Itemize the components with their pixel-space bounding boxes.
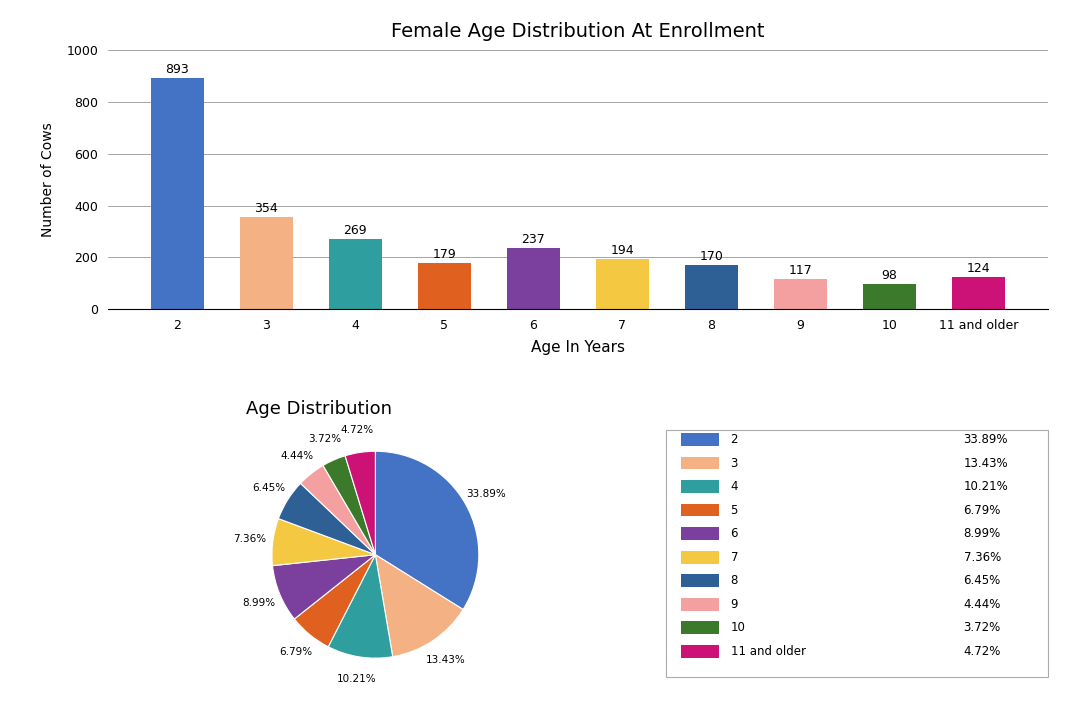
Text: 117: 117: [788, 264, 812, 276]
Text: 6: 6: [730, 527, 738, 540]
Wedge shape: [272, 554, 376, 619]
X-axis label: Age In Years: Age In Years: [530, 340, 625, 355]
Text: 13.43%: 13.43%: [426, 654, 465, 665]
Text: 4: 4: [730, 480, 738, 493]
Bar: [418, 263, 471, 309]
Text: 4.72%: 4.72%: [963, 644, 1001, 657]
Wedge shape: [323, 456, 376, 554]
Text: 170: 170: [700, 250, 724, 263]
Bar: [863, 284, 916, 309]
Text: 8: 8: [730, 574, 738, 587]
Wedge shape: [376, 554, 463, 657]
Text: 3.72%: 3.72%: [308, 434, 341, 444]
Text: 9: 9: [730, 598, 738, 611]
Text: 10: 10: [730, 621, 745, 634]
Text: 98: 98: [881, 269, 897, 282]
Text: 10.21%: 10.21%: [963, 480, 1009, 493]
FancyBboxPatch shape: [680, 527, 719, 540]
Text: 4.44%: 4.44%: [281, 451, 313, 461]
Bar: [151, 78, 204, 309]
Wedge shape: [295, 554, 376, 647]
Text: 6.45%: 6.45%: [963, 574, 1001, 587]
Text: 6.79%: 6.79%: [963, 503, 1001, 516]
Text: 179: 179: [432, 248, 456, 261]
FancyBboxPatch shape: [680, 551, 719, 564]
Text: 8.99%: 8.99%: [242, 598, 275, 608]
FancyBboxPatch shape: [680, 621, 719, 634]
Text: 893: 893: [165, 63, 189, 76]
Text: 354: 354: [255, 202, 279, 215]
Text: 13.43%: 13.43%: [963, 456, 1009, 469]
Bar: [240, 217, 293, 309]
Text: 3: 3: [730, 456, 738, 469]
Wedge shape: [272, 518, 376, 566]
Y-axis label: Number of Cows: Number of Cows: [41, 122, 55, 237]
Text: 5: 5: [730, 503, 738, 516]
Text: 7.36%: 7.36%: [963, 551, 1001, 564]
Bar: [328, 240, 382, 309]
FancyBboxPatch shape: [680, 480, 719, 493]
Bar: [773, 279, 827, 309]
Wedge shape: [346, 451, 376, 554]
Text: 194: 194: [610, 244, 634, 257]
Text: Age Distribution: Age Distribution: [246, 400, 392, 418]
Text: 8.99%: 8.99%: [963, 527, 1001, 540]
FancyBboxPatch shape: [680, 598, 719, 611]
Text: 2: 2: [730, 433, 738, 446]
Text: 269: 269: [343, 225, 367, 238]
FancyBboxPatch shape: [680, 503, 719, 516]
Text: 11 and older: 11 and older: [730, 644, 806, 657]
Wedge shape: [328, 554, 393, 658]
FancyBboxPatch shape: [680, 574, 719, 587]
Bar: [507, 248, 561, 309]
Text: 4.44%: 4.44%: [963, 598, 1001, 611]
FancyBboxPatch shape: [680, 644, 719, 657]
Bar: [951, 277, 1004, 309]
Bar: [595, 259, 649, 309]
Text: 237: 237: [522, 233, 545, 246]
Wedge shape: [376, 451, 478, 610]
Text: 6.79%: 6.79%: [279, 647, 312, 657]
Text: 33.89%: 33.89%: [963, 433, 1008, 446]
Wedge shape: [279, 483, 376, 554]
FancyBboxPatch shape: [680, 433, 719, 446]
Text: 10.21%: 10.21%: [336, 675, 376, 685]
Text: 7: 7: [730, 551, 738, 564]
FancyBboxPatch shape: [680, 456, 719, 469]
Wedge shape: [300, 465, 376, 554]
Text: 3.72%: 3.72%: [963, 621, 1001, 634]
Text: 7.36%: 7.36%: [233, 534, 267, 544]
Title: Female Age Distribution At Enrollment: Female Age Distribution At Enrollment: [391, 22, 765, 40]
Bar: [685, 265, 738, 309]
Text: 4.72%: 4.72%: [340, 425, 374, 435]
Text: 33.89%: 33.89%: [465, 488, 505, 498]
Text: 6.45%: 6.45%: [252, 483, 285, 492]
Text: 124: 124: [967, 262, 990, 275]
